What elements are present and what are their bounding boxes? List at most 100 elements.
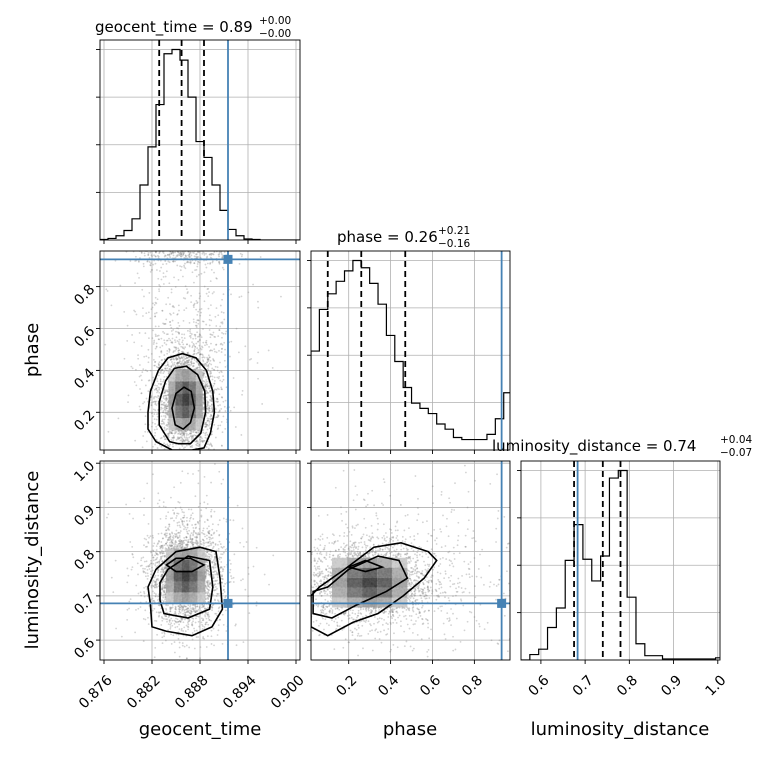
sample-point [192,429,195,432]
sample-point [185,218,187,220]
sample-point [210,418,213,421]
sample-point [171,247,173,249]
sample-point [142,265,145,268]
density-cell [189,405,196,419]
sample-point [205,339,208,342]
sample-point [214,315,217,318]
sample-point [163,584,166,587]
sample-point [197,364,200,366]
sample-point [208,356,211,359]
sample-point [194,611,197,613]
sample-point [213,348,216,351]
sample-point [189,546,192,549]
sample-point [131,334,134,336]
sample-point [186,524,189,527]
sample-point [202,369,205,372]
sample-point [152,585,155,587]
sample-point [171,619,174,622]
sample-point [165,394,167,397]
sample-point [168,233,170,235]
sample-point [206,361,209,364]
sample-point [180,439,183,442]
sample-point [161,369,164,372]
sample-point [176,458,178,460]
sample-point [142,402,144,405]
sample-point [162,421,165,424]
sample-point [170,326,173,329]
sample-point [216,576,219,579]
sample-point [164,405,166,407]
sample-point [207,424,210,427]
sample-point [163,426,166,429]
sample-point [180,362,183,365]
sample-point [188,359,191,361]
sample-point [214,336,217,338]
sample-point [214,543,217,546]
sample-point [148,536,150,539]
grid-lines [100,40,300,240]
sample-point [165,364,167,367]
sample-point [151,415,154,418]
sample-point [230,293,232,296]
sample-point [210,417,212,420]
sample-point [139,388,141,390]
sample-point [198,455,200,457]
sample-point [152,400,155,403]
sample-point [173,346,176,348]
sample-point [215,277,218,280]
sample-point [154,431,157,434]
sample-point [149,271,152,273]
sample-point [174,346,177,349]
sample-point [177,453,179,455]
sample-point [154,255,157,258]
sample-point [139,565,142,567]
sample-point [210,392,213,394]
sample-point [171,333,174,336]
sample-point [196,610,198,613]
truth-marker [223,254,233,264]
sample-point [199,435,201,438]
sample-point [179,457,181,459]
sample-point [224,596,227,599]
sample-point [164,416,167,419]
sample-point [207,570,210,572]
sample-point [167,511,170,514]
sample-point [196,265,199,268]
sample-point [175,457,177,459]
sample-point [187,364,189,366]
sample-point [197,620,200,623]
sample-point [160,556,163,559]
sample-point [152,329,154,332]
sample-point [208,253,211,256]
sample-point [191,610,193,613]
sample-point [129,260,132,262]
sample-point [204,248,206,250]
sample-point [188,246,190,248]
sample-point [177,304,180,307]
sample-point [156,565,159,567]
sample-point [198,242,200,244]
sample-point [142,617,145,620]
sample-point [210,542,213,545]
sample-point [191,362,193,365]
sample-point [190,360,193,363]
sample-point [222,378,225,381]
sample-point [205,389,208,392]
sample-point [172,357,175,360]
sample-point [182,432,185,435]
sample-point [190,364,192,366]
sample-point [162,394,165,397]
sample-point [205,383,208,386]
sample-point [179,357,182,360]
x-axis-label-geocent-time: geocent_time [139,719,262,740]
sample-point [183,362,186,365]
sample-point [185,536,188,539]
sample-point [213,559,215,562]
sample-point [147,254,150,256]
sample-point [167,623,170,626]
sample-point [186,261,188,264]
sample-point [177,536,180,539]
sample-point [211,406,214,409]
sample-point [134,368,137,371]
